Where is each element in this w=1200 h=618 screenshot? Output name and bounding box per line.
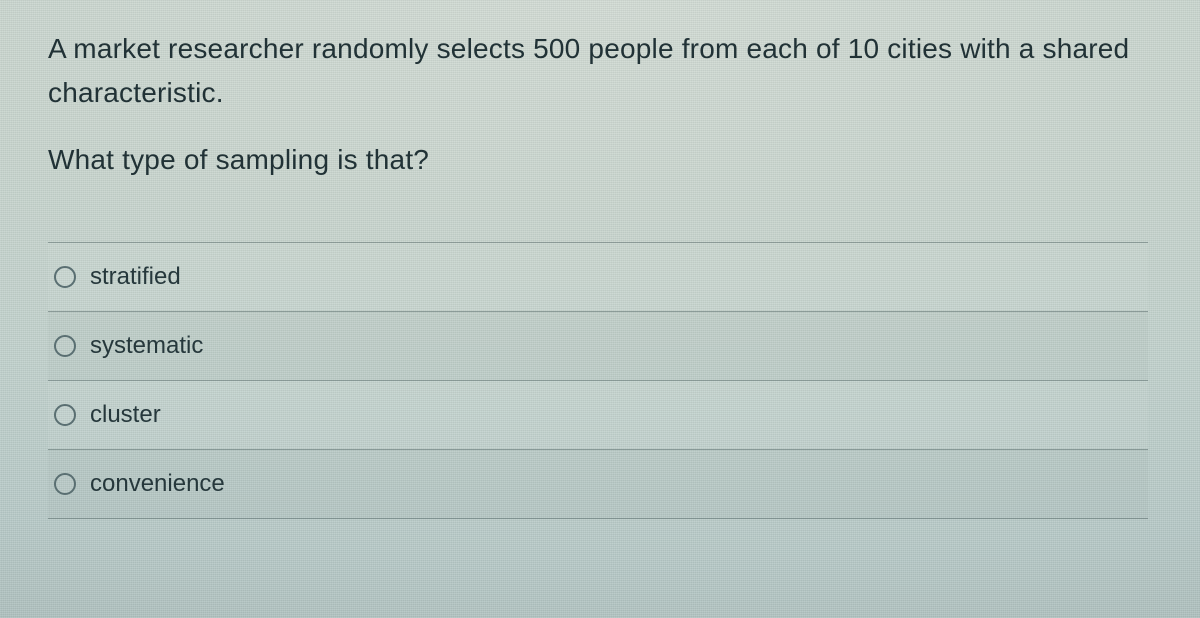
- radio-icon: [54, 473, 76, 495]
- option-label: stratified: [90, 263, 181, 291]
- option-cluster[interactable]: cluster: [48, 380, 1148, 449]
- radio-icon: [54, 335, 76, 357]
- option-label: systematic: [90, 332, 203, 360]
- option-systematic[interactable]: systematic: [48, 311, 1148, 380]
- radio-icon: [54, 404, 76, 426]
- option-stratified[interactable]: stratified: [48, 242, 1148, 311]
- prompt-line-1: A market researcher randomly selects 500…: [48, 28, 1148, 70]
- question-text: What type of sampling is that?: [48, 144, 1148, 176]
- radio-icon: [54, 266, 76, 288]
- option-label: convenience: [90, 470, 225, 498]
- options-list: stratified systematic cluster convenienc…: [48, 242, 1148, 519]
- option-label: cluster: [90, 401, 161, 429]
- prompt-line-2: characteristic.: [48, 72, 1148, 114]
- option-convenience[interactable]: convenience: [48, 449, 1148, 519]
